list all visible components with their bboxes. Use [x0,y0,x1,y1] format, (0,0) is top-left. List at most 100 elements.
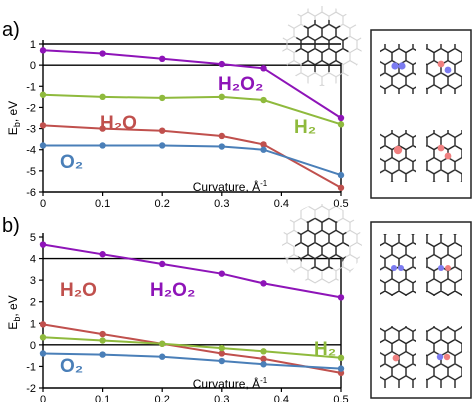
adsorbate-o2-marker [398,265,404,271]
y-tick-label: -1 [26,81,36,93]
data-point [39,334,47,341]
data-point [337,294,345,301]
x-axis-label: Curvature, Å-1 [193,179,268,194]
data-point [260,361,267,368]
plot-area: 10-1-2-3-4-5-60 0.1 0.2 0.3 0.4 0.5Eb, eVCurv… [6,39,349,210]
data-point [260,65,267,72]
data-point [99,337,106,344]
series-label: H₂O₂ [218,74,263,95]
x-tick-label: 0.2 [155,198,170,210]
data-point [39,241,47,248]
data-point [99,50,106,57]
y-tick-label: 4 [30,254,36,266]
y-tick-label: -3 [26,124,36,136]
data-point [99,330,106,338]
adsorption-structures-panel [370,221,472,399]
adsorbate-h2-marker [437,144,445,152]
x-tick-label: 0.1 [95,394,110,402]
data-point [39,321,47,328]
adsorbate-h2o2-marker [437,60,445,68]
y-tick-label: 1 [30,318,36,330]
data-point [99,251,106,258]
data-point [159,127,166,134]
data-point [337,354,345,361]
x-tick-label: 0.4 [274,198,289,210]
y-tick-label: 3 [30,275,36,287]
y-tick-label: -1 [26,361,36,373]
data-point [39,142,47,149]
data-point [218,143,225,150]
data-point [260,280,267,287]
data-point [99,125,106,132]
y-tick-label: -4 [26,145,36,157]
data-point [159,353,166,360]
data-point [159,94,166,102]
series-line [42,323,342,374]
adsorbate-o2-marker [391,62,399,70]
data-point [260,348,267,355]
y-tick-label: -2 [26,383,36,395]
adsorbate-h2-marker [444,152,452,160]
adsorbate-h2-marker [436,353,444,361]
x-axis-label: Curvature, Å-1 [193,376,268,391]
data-point [337,121,345,128]
data-point [218,357,225,365]
data-point [337,365,345,372]
data-point [218,132,225,140]
series-line [42,243,342,299]
data-point [337,114,345,122]
series-line [42,49,342,119]
adsorbate-o2-marker [391,265,397,271]
x-tick-label: 0 [40,198,46,210]
data-point [159,142,166,149]
series-label: H₂O [100,113,137,134]
panel-label: b) [2,215,20,237]
y-axis-label: Eb, eV [6,295,22,329]
flat-graphene-flake-illustration [282,204,362,284]
data-point [159,260,166,268]
data-point [39,47,47,54]
data-point [260,96,267,104]
data-point [159,340,166,347]
series-label: H₂O [60,280,97,301]
series-line [42,124,342,189]
data-point [39,350,47,357]
data-point [218,93,225,101]
data-point [337,171,345,179]
y-tick-label: 1 [30,39,36,51]
data-point [39,122,47,129]
y-tick-label: -2 [26,102,36,114]
series-label: H₂ [314,339,336,360]
series-line [42,93,342,126]
series-label: H₂O₂ [150,280,195,301]
adsorbate-h2o2-marker [444,66,452,74]
data-point [337,184,345,191]
adsorbate-h2o-marker [393,145,403,155]
x-tick-label: 0.4 [274,394,289,402]
data-point [260,146,267,153]
data-point [218,344,225,352]
x-tick-label: 0.2 [155,394,170,402]
panel-a: a) 10-1-2-3-4-5-60 0.1 0.2 0.3 0.4 0.5Eb, eVC… [2,6,472,210]
data-point [99,93,106,101]
series-line [42,336,342,359]
y-axis-label: Eb, eV [6,101,22,135]
panel-b: b) 5 4 3 2 1 0 -1 -2 0 0.1 0.2 0.3 0.4 0.5 Eb, eV Curva… [2,204,472,402]
adsorbate-o2-marker [398,62,406,70]
series-line [43,144,342,177]
x-tick-label: 0.5 [333,394,348,402]
y-tick-label: 0 [30,340,36,352]
adsorption-structures-panel [370,29,472,199]
adsorbate-h2-marker [443,353,451,361]
data-point [218,270,225,277]
y-tick-label: 0 [30,60,36,72]
plot-area: 5 4 3 2 1 0 -1 -2 0 0.1 0.2 0.3 0.4 0.5 Eb, eV Curvatur… [6,232,349,402]
x-tick-label: 0 [40,394,46,402]
y-tick-label: 5 [30,232,36,244]
data-point [99,142,106,149]
data-point [260,141,267,148]
adsorbate-h2o-marker [392,354,400,362]
data-point [99,351,106,358]
adsorbate-h2o2-marker [438,265,444,271]
data-point [218,350,225,357]
